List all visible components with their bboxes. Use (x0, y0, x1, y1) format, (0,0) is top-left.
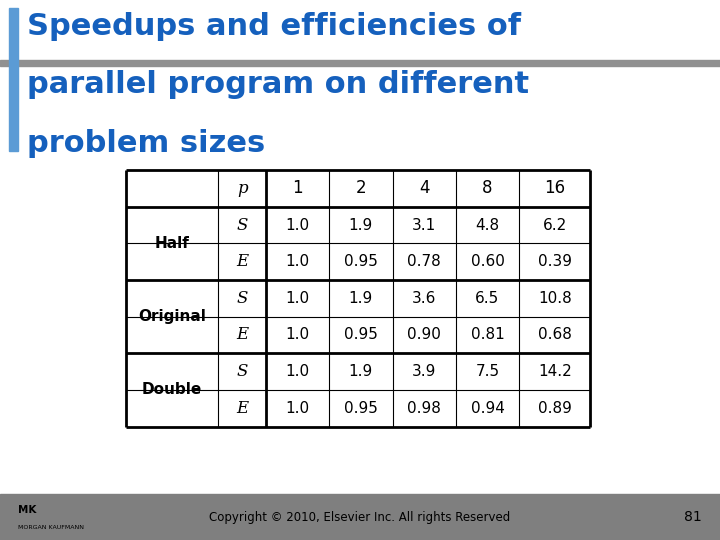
Text: 0.90: 0.90 (408, 327, 441, 342)
Text: 6.5: 6.5 (475, 291, 500, 306)
Text: p: p (237, 180, 248, 197)
Text: Double: Double (142, 382, 202, 397)
Text: S: S (236, 217, 248, 234)
Text: 1.0: 1.0 (285, 364, 310, 379)
Text: MK: MK (18, 505, 37, 515)
Text: 1.0: 1.0 (285, 254, 310, 269)
Text: S: S (236, 363, 248, 380)
Text: 6.2: 6.2 (543, 218, 567, 233)
Text: 4.8: 4.8 (475, 218, 500, 233)
Text: 1.0: 1.0 (285, 291, 310, 306)
Text: 16: 16 (544, 179, 565, 198)
Text: 0.95: 0.95 (344, 254, 378, 269)
Bar (9, 8, 18, 151)
Text: 0.95: 0.95 (344, 401, 378, 416)
Text: 2: 2 (356, 179, 366, 198)
Text: 0.60: 0.60 (471, 254, 505, 269)
Text: 0.98: 0.98 (408, 401, 441, 416)
Text: 1.9: 1.9 (348, 291, 373, 306)
Text: 4: 4 (419, 179, 429, 198)
Bar (0, 494, 720, 540)
Text: Half: Half (155, 236, 189, 251)
Text: 0.95: 0.95 (344, 327, 378, 342)
Text: 0.39: 0.39 (538, 254, 572, 269)
Text: 14.2: 14.2 (538, 364, 572, 379)
Text: 1.9: 1.9 (348, 218, 373, 233)
Text: 0.78: 0.78 (408, 254, 441, 269)
Text: E: E (236, 400, 248, 417)
Text: E: E (236, 253, 248, 270)
Text: 0.89: 0.89 (538, 401, 572, 416)
Text: 3.9: 3.9 (412, 364, 436, 379)
Text: 8: 8 (482, 179, 492, 198)
Text: 10.8: 10.8 (538, 291, 572, 306)
Text: S: S (236, 290, 248, 307)
Text: parallel program on different: parallel program on different (27, 70, 529, 99)
Text: 0.94: 0.94 (471, 401, 505, 416)
Text: Copyright © 2010, Elsevier Inc. All rights Reserved: Copyright © 2010, Elsevier Inc. All righ… (210, 510, 510, 524)
Text: 0.81: 0.81 (471, 327, 505, 342)
Text: MORGAN KAUFMANN: MORGAN KAUFMANN (18, 525, 84, 530)
Text: 3.1: 3.1 (412, 218, 436, 233)
Text: 1.0: 1.0 (285, 401, 310, 416)
Text: E: E (236, 327, 248, 343)
Text: 1.9: 1.9 (348, 364, 373, 379)
Text: 1.0: 1.0 (285, 218, 310, 233)
Text: 1: 1 (292, 179, 303, 198)
Bar (0, 60, 720, 66)
Text: 81: 81 (684, 510, 702, 524)
Text: Original: Original (138, 309, 206, 324)
Text: 0.68: 0.68 (538, 327, 572, 342)
Text: Speedups and efficiencies of: Speedups and efficiencies of (27, 12, 521, 41)
Text: 7.5: 7.5 (475, 364, 500, 379)
Text: 3.6: 3.6 (412, 291, 436, 306)
Text: 1.0: 1.0 (285, 327, 310, 342)
Text: problem sizes: problem sizes (27, 129, 266, 158)
